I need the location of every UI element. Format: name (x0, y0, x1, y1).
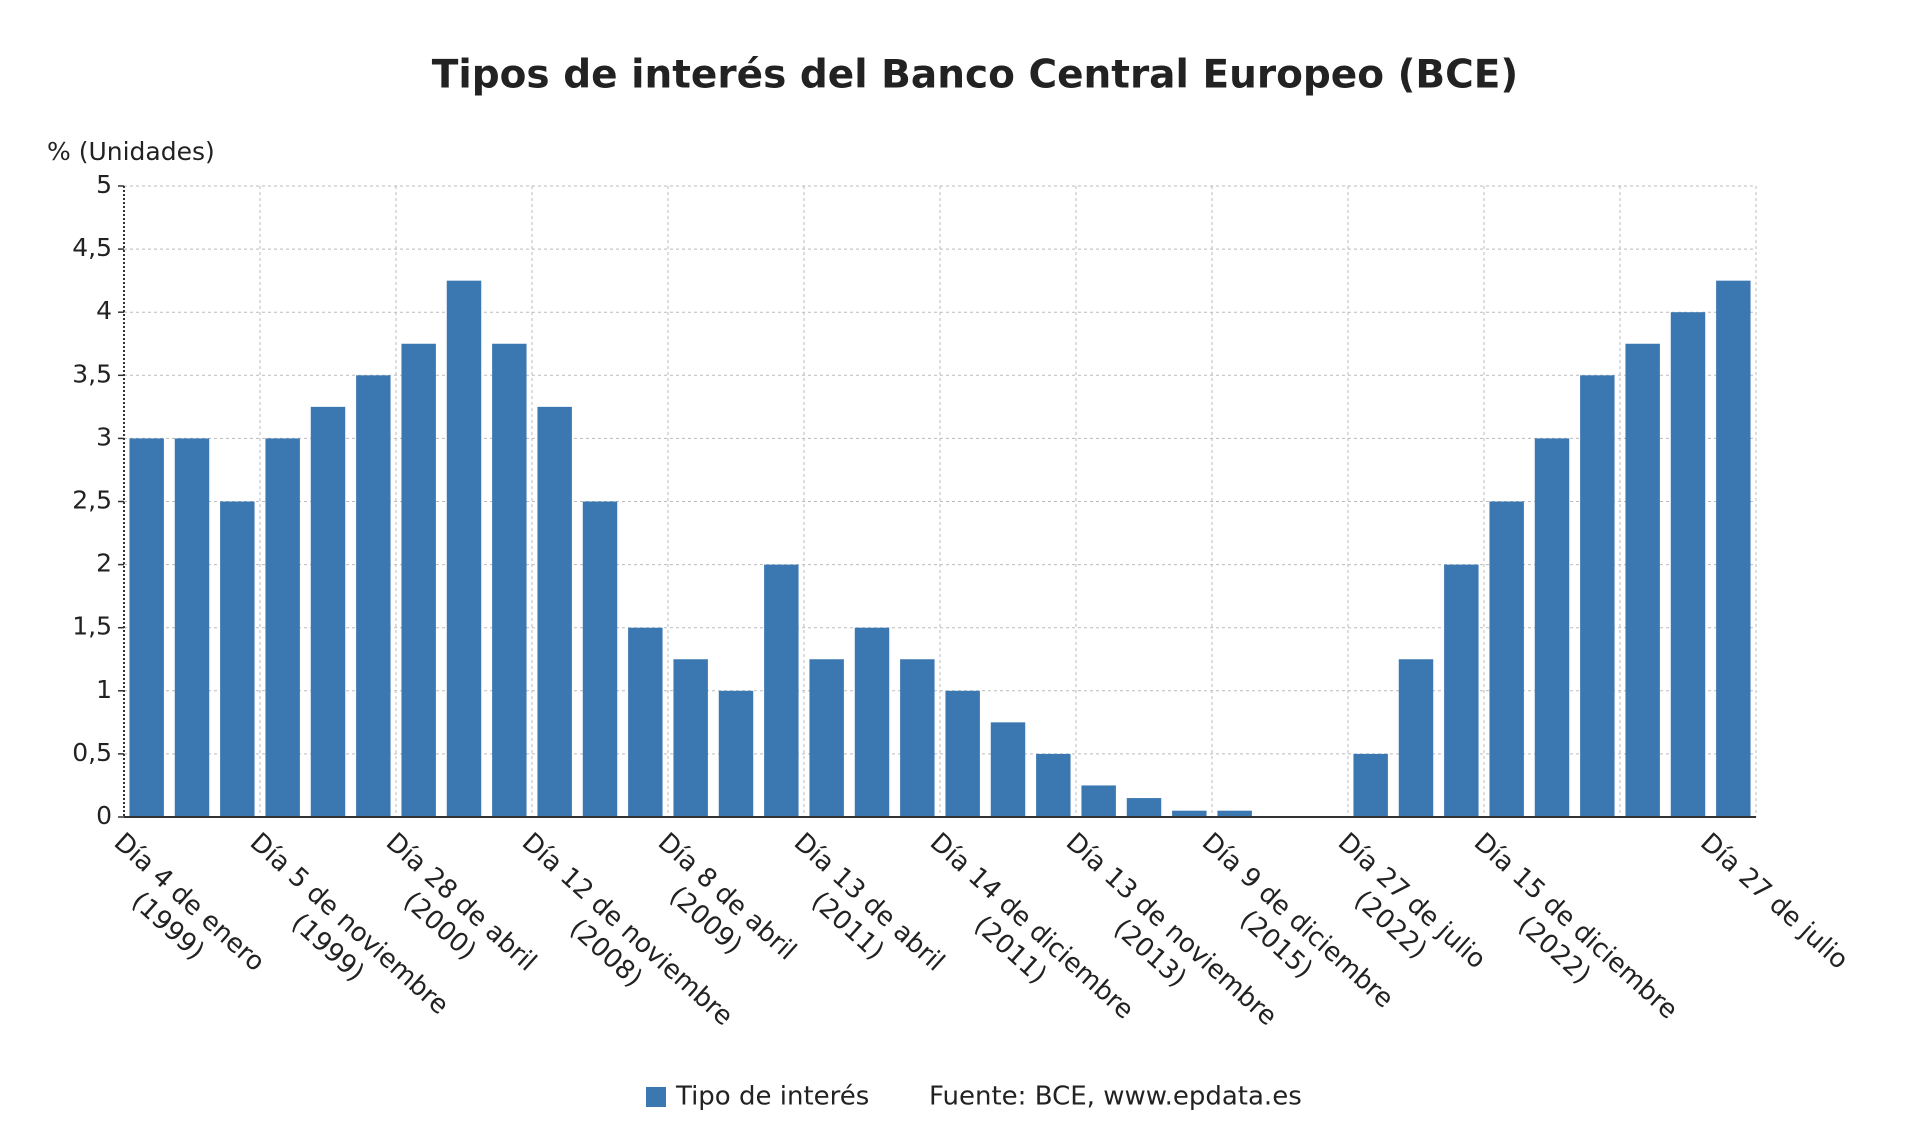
y-tick-label: 4,5 (72, 233, 112, 262)
bar (446, 280, 482, 817)
x-tick-label: Día 27 de julio (1694, 828, 1854, 976)
source-note: Fuente: BCE, www.epdata.es (929, 1082, 1302, 1112)
bar (1172, 810, 1207, 817)
bar (356, 375, 391, 817)
bar (854, 627, 890, 817)
bar (265, 438, 300, 817)
bar (537, 406, 572, 817)
x-tick-label: Día 4 de enero(1999) (86, 828, 270, 1002)
x-tick-label-line: Día 15 de diciembre (1468, 828, 1683, 1026)
y-tick-label: 0,5 (72, 738, 112, 767)
x-tick-label-group: Día 13 de abril(2011) (766, 828, 950, 1002)
bar (1217, 810, 1252, 817)
bar (310, 406, 346, 817)
bar (718, 690, 754, 817)
y-tick-label: 2 (96, 549, 112, 578)
legend-label: Tipo de interés (675, 1082, 869, 1112)
bar (1444, 564, 1479, 817)
bar (809, 659, 844, 817)
bar (129, 438, 164, 817)
y-tick-label: 1 (96, 675, 112, 704)
y-tick-label: 3 (96, 422, 112, 451)
bar (220, 501, 255, 817)
bar (1126, 798, 1162, 817)
bar (582, 501, 618, 817)
bar (673, 659, 708, 817)
bar (1489, 501, 1524, 817)
bar (1670, 312, 1706, 817)
x-tick-label-group: Día 15 de diciembre(2022) (1446, 828, 1683, 1050)
bar (1081, 785, 1116, 817)
x-tick-label: Día 13 de abril(2011) (766, 828, 950, 1002)
y-tick-label: 4 (96, 296, 112, 325)
bar (1353, 753, 1388, 817)
bar (990, 722, 1026, 817)
y-tick-label: 3,5 (72, 359, 112, 388)
x-tick-label: Día 15 de diciembre(2022) (1446, 828, 1683, 1050)
bar (1036, 753, 1071, 817)
bar (174, 438, 210, 817)
bar (1580, 375, 1615, 817)
y-tick-label: 0 (96, 801, 112, 830)
x-tick-label-group: Día 4 de enero(1999) (86, 828, 270, 1002)
bar (1625, 343, 1660, 817)
legend-swatch (646, 1087, 666, 1107)
y-tick-label: 1,5 (72, 612, 112, 641)
bar (900, 659, 935, 817)
chart-title: Tipos de interés del Banco Central Europ… (432, 53, 1519, 98)
bar (945, 690, 980, 817)
bar (764, 564, 799, 817)
bar (492, 343, 527, 817)
bar (1534, 438, 1570, 817)
bar (628, 627, 663, 817)
y-tick-label: 2,5 (72, 486, 112, 515)
x-tick-label-group: Día 27 de julio (1694, 828, 1854, 976)
bar (1398, 659, 1434, 817)
bar (401, 343, 436, 817)
y-axis-label: % (Unidades) (47, 137, 215, 166)
y-tick-label: 5 (96, 170, 112, 199)
bar (1716, 280, 1751, 817)
